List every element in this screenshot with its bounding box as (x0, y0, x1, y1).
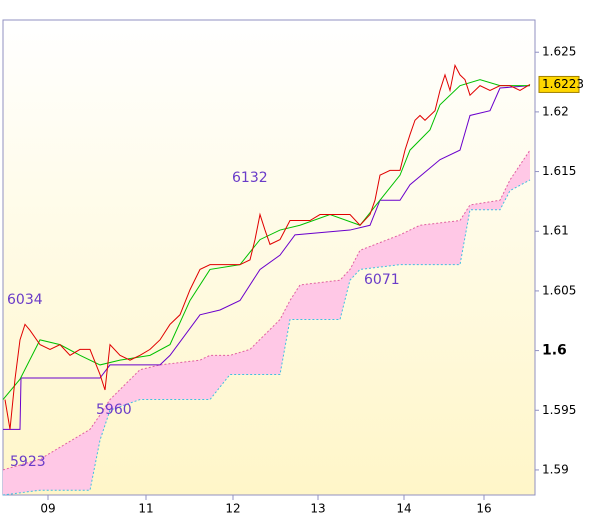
x-tick-label: 09 (40, 502, 55, 516)
price-line (3, 85, 531, 430)
y-tick-label: 1.605 (542, 283, 576, 297)
cloud-fill (3, 150, 530, 495)
annotation: 6034 (7, 292, 43, 308)
price-line (2, 79, 530, 400)
cloud-upper (2, 149, 531, 471)
price-line (4, 63, 531, 430)
annotation: 6132 (232, 170, 268, 186)
y-tick-label: 1.595 (542, 403, 576, 417)
x-tick-label: 16 (476, 502, 491, 516)
last-value-box (538, 75, 580, 93)
annotation: 5960 (96, 402, 132, 418)
y-tick-label: 1.615 (542, 164, 576, 178)
x-tick-label: 13 (310, 502, 325, 516)
x-tick-label: 12 (225, 502, 240, 516)
last-value-label: 1.6223 (542, 77, 584, 91)
y-tick-label: 1.59 (542, 462, 569, 476)
x-tick-label: 14 (396, 502, 411, 516)
annotation: 6071 (364, 272, 400, 288)
cloud-lower (2, 179, 531, 496)
annotation: 5923 (10, 454, 46, 470)
x-tick-label: 11 (138, 502, 153, 516)
y-tick-label: 1.6 (542, 343, 567, 359)
y-tick-label: 1.625 (542, 45, 576, 59)
y-tick-label: 1.62 (542, 104, 569, 118)
y-tick-label: 1.61 (542, 224, 569, 238)
